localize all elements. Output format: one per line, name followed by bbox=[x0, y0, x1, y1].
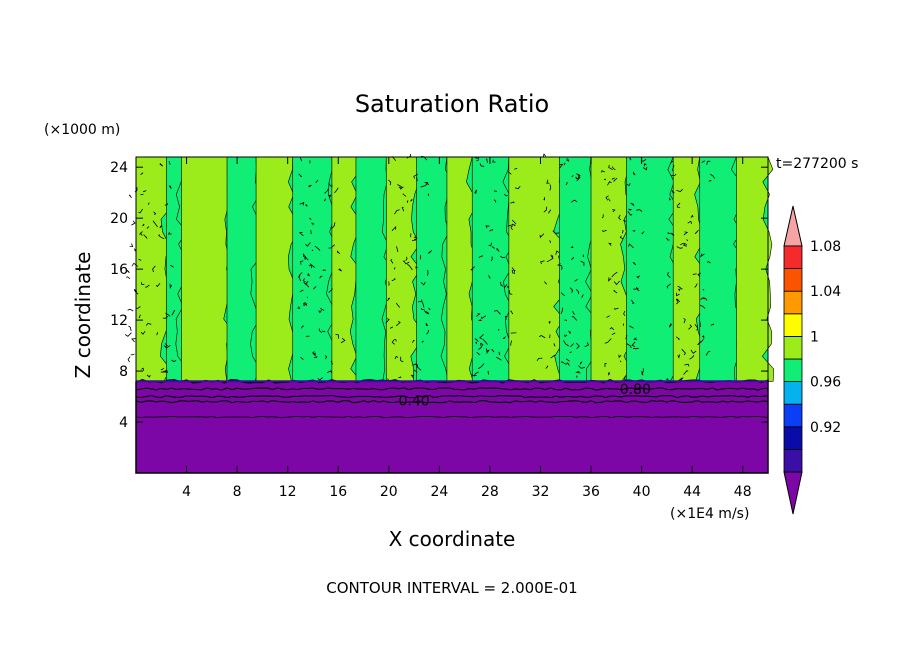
x-tick-label: 28 bbox=[481, 484, 499, 500]
contour-line bbox=[135, 415, 769, 418]
x-tick-label: 44 bbox=[683, 484, 701, 500]
plot-area: 0.40 0.80 bbox=[124, 153, 774, 474]
y-tick-label: 24 bbox=[110, 160, 128, 176]
y-axis-label: Z coordinate bbox=[71, 252, 95, 379]
y-tick-label: 8 bbox=[119, 364, 128, 380]
x-tick-label: 40 bbox=[633, 484, 651, 500]
colorbar: 0.92 0.96 1 1.04 1.08 bbox=[783, 205, 841, 515]
colorbar-swatch bbox=[783, 335, 803, 360]
noisy-contour-cluster bbox=[601, 157, 648, 382]
y-unit-label: (×1000 m) bbox=[44, 122, 120, 138]
field-band bbox=[471, 156, 515, 382]
plot-frame bbox=[135, 156, 769, 474]
x-axis-label: X coordinate bbox=[389, 527, 516, 551]
colorbar-swatch bbox=[783, 358, 803, 383]
noisy-contour-cluster bbox=[470, 156, 521, 377]
colorbar-label: 1.08 bbox=[810, 239, 841, 255]
noisy-contour-cluster bbox=[124, 161, 177, 378]
contour-line bbox=[135, 400, 769, 404]
noisy-contour-cluster bbox=[385, 153, 433, 383]
x-tick-label: 24 bbox=[430, 484, 448, 500]
x-tick-label: 4 bbox=[182, 484, 191, 500]
colorbar-swatch bbox=[783, 313, 803, 337]
dry-boundary-layer bbox=[135, 378, 769, 474]
colorbar-swatch bbox=[783, 245, 803, 270]
noisy-contour-cluster bbox=[536, 153, 590, 379]
chart-title: Saturation Ratio bbox=[355, 90, 549, 118]
field-band bbox=[508, 156, 566, 382]
boundary-fringe bbox=[136, 380, 768, 383]
x-tick-label: 48 bbox=[734, 484, 752, 500]
y-tick-label: 12 bbox=[110, 313, 128, 329]
noisy-contour-cluster bbox=[665, 160, 715, 387]
colorbar-swatch bbox=[783, 426, 803, 450]
noisy-contour-cluster bbox=[297, 157, 346, 381]
colorbar-swatch bbox=[783, 448, 803, 473]
colorbar-label: 0.92 bbox=[810, 420, 841, 436]
colorbar-label: 1 bbox=[810, 329, 819, 345]
colorbar-label: 1.04 bbox=[810, 284, 841, 300]
x-unit-label: (×1E4 m/s) bbox=[670, 506, 749, 522]
colorbar-swatch bbox=[783, 381, 803, 405]
x-axis: 4 8 12 16 20 24 28 32 36 40 44 48 bbox=[182, 157, 752, 500]
colorbar-swatch bbox=[783, 290, 803, 315]
colorbar-upper-arrow bbox=[783, 205, 803, 247]
x-tick-label: 16 bbox=[329, 484, 347, 500]
colorbar-swatch bbox=[783, 268, 803, 292]
y-tick-label: 16 bbox=[110, 262, 128, 278]
x-tick-label: 36 bbox=[582, 484, 600, 500]
contour-label: 0.80 bbox=[620, 382, 651, 398]
contour-label: 0.40 bbox=[398, 393, 429, 409]
x-tick-label: 8 bbox=[233, 484, 242, 500]
field-band bbox=[626, 156, 679, 382]
field-band bbox=[181, 156, 234, 382]
colorbar-label: 0.96 bbox=[810, 375, 841, 391]
field-band bbox=[699, 156, 743, 382]
contour-line bbox=[135, 394, 769, 399]
field-band bbox=[255, 156, 299, 382]
contour-interval-footer: CONTOUR INTERVAL = 2.000E-01 bbox=[326, 579, 577, 597]
y-axis: 4 8 12 16 20 24 bbox=[110, 160, 768, 431]
y-tick-label: 20 bbox=[110, 211, 128, 227]
contour-labels: 0.40 0.80 bbox=[398, 382, 650, 409]
saturation-field bbox=[124, 153, 774, 474]
colorbar-lower-arrow bbox=[783, 471, 803, 515]
x-tick-label: 32 bbox=[532, 484, 550, 500]
x-tick-label: 20 bbox=[380, 484, 398, 500]
contour-lines bbox=[135, 387, 769, 418]
time-label: t=277200 s bbox=[776, 156, 858, 172]
contour-line bbox=[135, 387, 769, 391]
colorbar-swatch bbox=[783, 403, 803, 428]
x-tick-label: 12 bbox=[279, 484, 297, 500]
y-tick-label: 4 bbox=[119, 415, 128, 431]
